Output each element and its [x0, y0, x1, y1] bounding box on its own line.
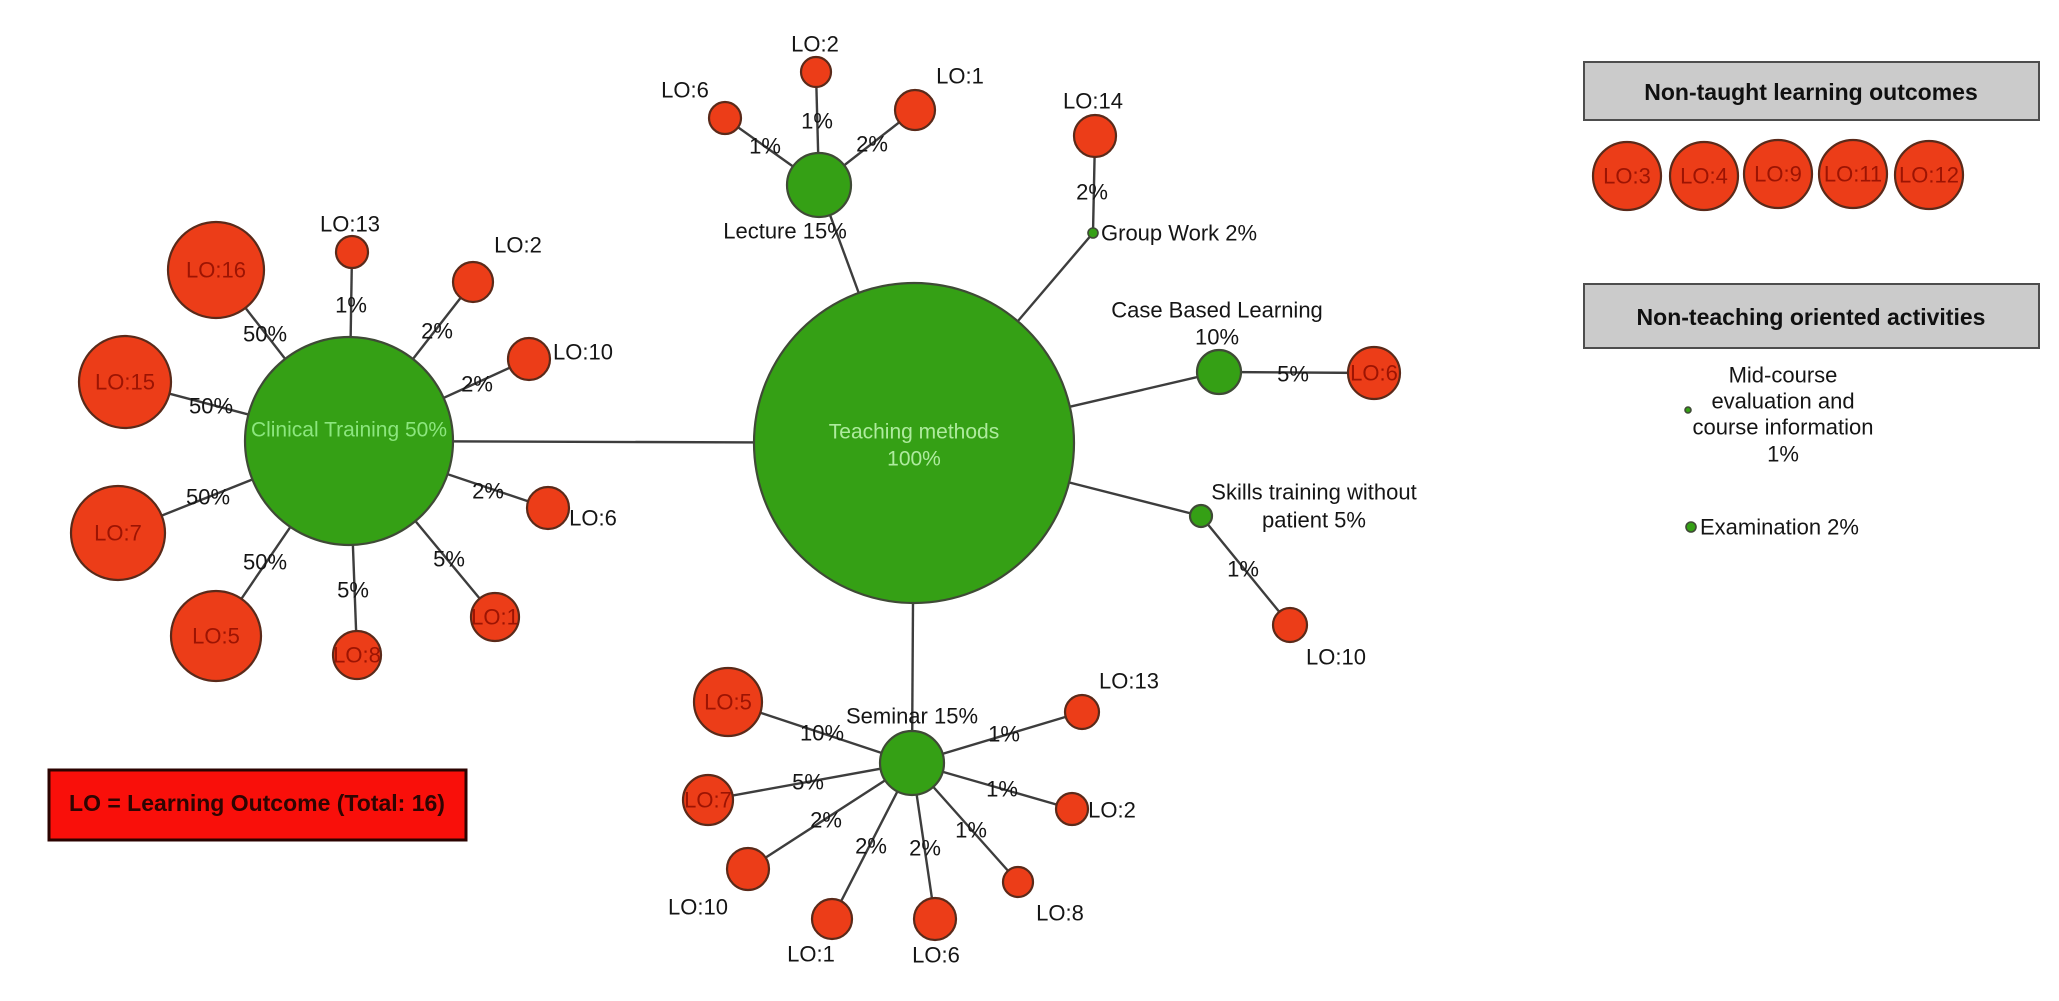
svg-text:LO:10: LO:10	[1306, 645, 1366, 670]
svg-text:5%: 5%	[792, 770, 824, 795]
svg-text:1%: 1%	[749, 134, 781, 159]
svg-text:LO:5: LO:5	[704, 690, 752, 715]
svg-text:1%: 1%	[335, 293, 367, 318]
svg-text:2%: 2%	[472, 479, 504, 504]
svg-text:LO = Learning Outcome (Total:: LO = Learning Outcome (Total: 16)	[69, 790, 445, 816]
svg-text:Non-taught learning outcomes: Non-taught learning outcomes	[1644, 79, 1978, 105]
svg-text:LO:2: LO:2	[791, 32, 839, 57]
svg-text:LO:7: LO:7	[94, 521, 142, 546]
svg-text:LO:16: LO:16	[186, 258, 246, 283]
svg-text:50%: 50%	[189, 394, 233, 419]
svg-text:10%: 10%	[1195, 325, 1239, 350]
svg-text:patient 5%: patient 5%	[1262, 508, 1366, 533]
svg-text:2%: 2%	[810, 808, 842, 833]
svg-text:course information: course information	[1693, 415, 1874, 440]
svg-text:LO:14: LO:14	[1063, 89, 1123, 114]
svg-text:LO:9: LO:9	[1754, 162, 1802, 187]
svg-text:1%: 1%	[1227, 557, 1259, 582]
svg-text:1%: 1%	[1767, 442, 1799, 467]
svg-text:2%: 2%	[461, 372, 493, 397]
svg-text:50%: 50%	[243, 550, 287, 575]
svg-text:LO:6: LO:6	[912, 943, 960, 968]
svg-text:LO:5: LO:5	[192, 624, 240, 649]
svg-text:10%: 10%	[800, 721, 844, 746]
svg-text:2%: 2%	[856, 132, 888, 157]
svg-text:LO:1: LO:1	[936, 64, 984, 89]
svg-text:LO:13: LO:13	[320, 212, 380, 237]
svg-text:Skills training without: Skills training without	[1211, 480, 1416, 505]
svg-text:Case Based Learning: Case Based Learning	[1111, 298, 1323, 323]
svg-text:5%: 5%	[1277, 362, 1309, 387]
svg-text:Group Work 2%: Group Work 2%	[1101, 221, 1257, 246]
svg-text:LO:10: LO:10	[553, 340, 613, 365]
svg-text:LO:8: LO:8	[1036, 901, 1084, 926]
svg-text:LO:15: LO:15	[95, 370, 155, 395]
svg-text:1%: 1%	[988, 722, 1020, 747]
svg-text:Seminar 15%: Seminar 15%	[846, 704, 978, 729]
svg-text:Non-teaching oriented activiti: Non-teaching oriented activities	[1637, 304, 1986, 330]
svg-text:Teaching methods: Teaching methods	[829, 421, 999, 444]
svg-text:LO:1: LO:1	[787, 942, 835, 967]
svg-text:LO:7: LO:7	[684, 788, 732, 813]
svg-text:2%: 2%	[421, 319, 453, 344]
svg-text:LO:8: LO:8	[333, 643, 381, 668]
svg-text:LO:6: LO:6	[1350, 361, 1398, 386]
svg-text:LO:2: LO:2	[494, 233, 542, 258]
svg-text:2%: 2%	[855, 834, 887, 859]
svg-text:5%: 5%	[337, 578, 369, 603]
svg-text:5%: 5%	[433, 547, 465, 572]
svg-text:1%: 1%	[986, 777, 1018, 802]
svg-text:Mid-course: Mid-course	[1729, 363, 1838, 388]
svg-text:LO:6: LO:6	[569, 506, 617, 531]
svg-text:2%: 2%	[1076, 180, 1108, 205]
svg-text:evaluation and: evaluation and	[1711, 389, 1854, 414]
svg-text:Examination 2%: Examination 2%	[1700, 515, 1859, 540]
svg-text:LO:1: LO:1	[471, 605, 519, 630]
svg-text:LO:2: LO:2	[1088, 798, 1136, 823]
svg-text:LO:12: LO:12	[1899, 163, 1959, 188]
svg-text:50%: 50%	[186, 485, 230, 510]
svg-text:LO:10: LO:10	[668, 895, 728, 920]
svg-text:LO:6: LO:6	[661, 78, 709, 103]
svg-text:LO:13: LO:13	[1099, 669, 1159, 694]
svg-text:Clinical Training 50%: Clinical Training 50%	[251, 419, 447, 442]
svg-text:LO:11: LO:11	[1824, 162, 1882, 187]
svg-text:LO:4: LO:4	[1680, 164, 1728, 189]
svg-text:100%: 100%	[887, 448, 941, 471]
svg-text:2%: 2%	[909, 836, 941, 861]
svg-text:LO:3: LO:3	[1603, 164, 1651, 189]
svg-text:Lecture 15%: Lecture 15%	[723, 219, 847, 244]
svg-text:50%: 50%	[243, 322, 287, 347]
svg-text:1%: 1%	[801, 109, 833, 134]
svg-text:1%: 1%	[955, 818, 987, 843]
